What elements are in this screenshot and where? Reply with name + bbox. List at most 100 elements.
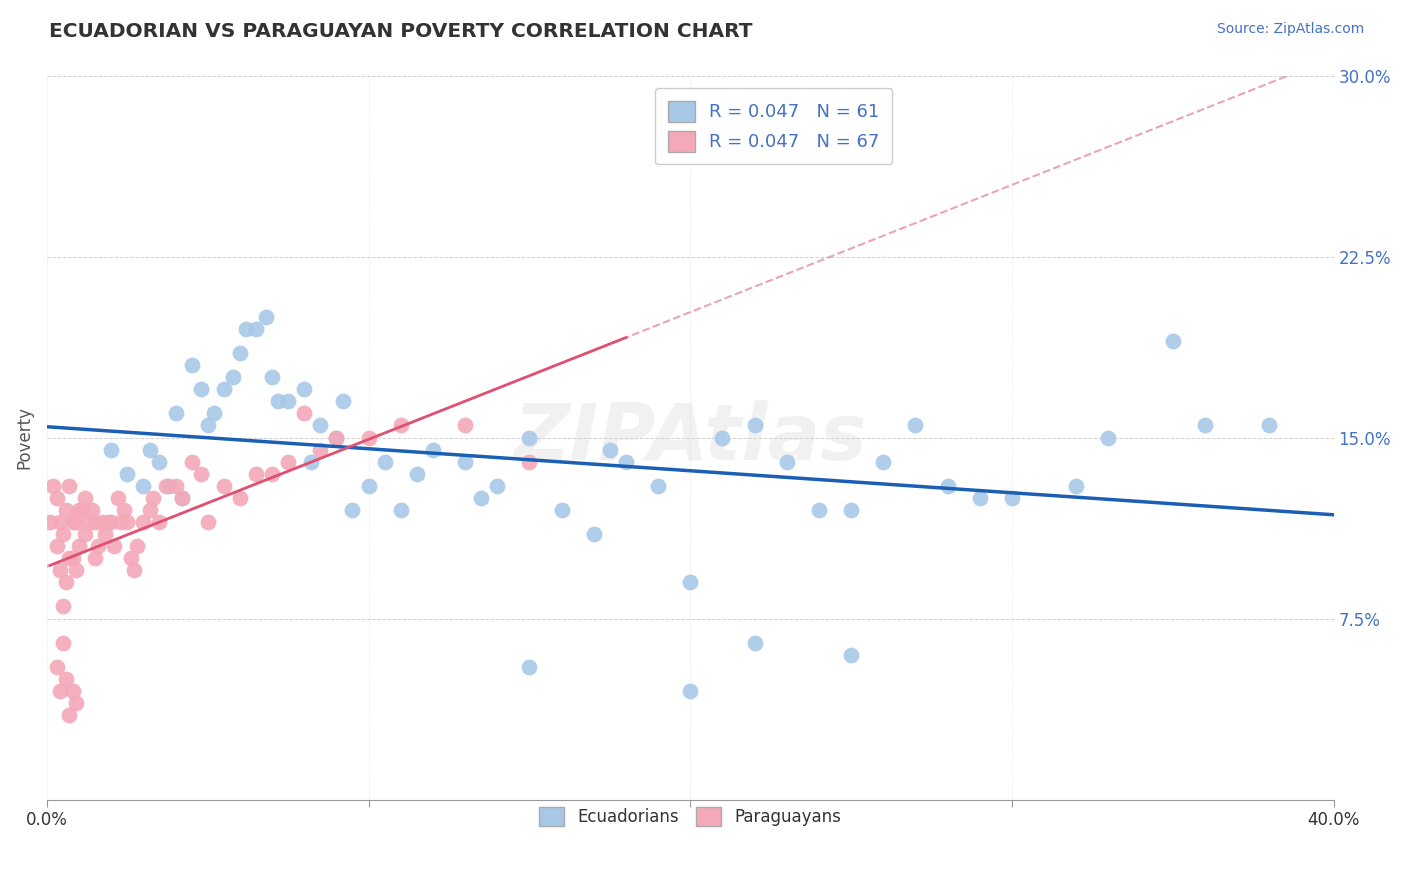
- Point: [107, 491, 129, 505]
- Point: [647, 479, 669, 493]
- Point: [112, 503, 135, 517]
- Text: ZIPAtlas: ZIPAtlas: [513, 400, 868, 475]
- Point: [77, 515, 100, 529]
- Point: [197, 515, 219, 529]
- Point: [72, 503, 94, 517]
- Point: [97, 515, 120, 529]
- Point: [1064, 479, 1087, 493]
- Point: [776, 455, 799, 469]
- Point: [75, 491, 97, 505]
- Point: [180, 358, 202, 372]
- Point: [267, 394, 290, 409]
- Point: [49, 563, 72, 577]
- Point: [58, 479, 80, 493]
- Point: [332, 394, 354, 409]
- Point: [309, 418, 332, 433]
- Point: [75, 527, 97, 541]
- Point: [277, 394, 299, 409]
- Point: [807, 503, 830, 517]
- Point: [904, 418, 927, 433]
- Point: [277, 455, 299, 469]
- Point: [65, 515, 87, 529]
- Point: [245, 322, 267, 336]
- Point: [711, 430, 734, 444]
- Point: [389, 503, 412, 517]
- Point: [292, 406, 315, 420]
- Point: [52, 635, 75, 649]
- Point: [519, 660, 541, 674]
- Point: [39, 515, 62, 529]
- Point: [42, 479, 65, 493]
- Point: [325, 430, 347, 444]
- Point: [422, 442, 444, 457]
- Point: [52, 527, 75, 541]
- Point: [679, 575, 702, 590]
- Point: [744, 635, 766, 649]
- Point: [67, 539, 90, 553]
- Point: [148, 455, 170, 469]
- Text: Source: ZipAtlas.com: Source: ZipAtlas.com: [1216, 22, 1364, 37]
- Point: [309, 442, 332, 457]
- Point: [100, 515, 122, 529]
- Point: [744, 418, 766, 433]
- Point: [260, 370, 283, 384]
- Point: [65, 563, 87, 577]
- Point: [582, 527, 605, 541]
- Point: [52, 599, 75, 614]
- Point: [245, 467, 267, 481]
- Point: [1161, 334, 1184, 348]
- Point: [122, 563, 145, 577]
- Point: [84, 551, 107, 566]
- Point: [49, 684, 72, 698]
- Point: [55, 672, 77, 686]
- Point: [87, 539, 110, 553]
- Point: [1194, 418, 1216, 433]
- Point: [454, 418, 477, 433]
- Y-axis label: Poverty: Poverty: [15, 406, 32, 469]
- Point: [55, 503, 77, 517]
- Point: [292, 382, 315, 396]
- Point: [45, 539, 67, 553]
- Point: [58, 551, 80, 566]
- Point: [155, 479, 177, 493]
- Point: [222, 370, 245, 384]
- Point: [599, 442, 621, 457]
- Point: [45, 660, 67, 674]
- Point: [139, 503, 162, 517]
- Point: [170, 491, 193, 505]
- Point: [55, 575, 77, 590]
- Point: [260, 467, 283, 481]
- Point: [110, 515, 132, 529]
- Point: [58, 708, 80, 723]
- Point: [165, 406, 187, 420]
- Point: [325, 430, 347, 444]
- Point: [254, 310, 277, 324]
- Point: [470, 491, 492, 505]
- Point: [165, 479, 187, 493]
- Point: [229, 491, 252, 505]
- Point: [405, 467, 427, 481]
- Point: [84, 515, 107, 529]
- Point: [142, 491, 165, 505]
- Point: [132, 515, 155, 529]
- Point: [190, 467, 212, 481]
- Legend: Ecuadorians, Paraguayans: Ecuadorians, Paraguayans: [531, 798, 849, 835]
- Point: [197, 418, 219, 433]
- Point: [357, 479, 380, 493]
- Text: ECUADORIAN VS PARAGUAYAN POVERTY CORRELATION CHART: ECUADORIAN VS PARAGUAYAN POVERTY CORRELA…: [49, 22, 752, 41]
- Point: [519, 430, 541, 444]
- Point: [614, 455, 637, 469]
- Point: [389, 418, 412, 433]
- Point: [872, 455, 894, 469]
- Point: [62, 551, 84, 566]
- Point: [519, 455, 541, 469]
- Point: [299, 455, 322, 469]
- Point: [170, 491, 193, 505]
- Point: [839, 503, 862, 517]
- Point: [342, 503, 364, 517]
- Point: [180, 455, 202, 469]
- Point: [94, 527, 117, 541]
- Point: [132, 479, 155, 493]
- Point: [1001, 491, 1024, 505]
- Point: [157, 479, 180, 493]
